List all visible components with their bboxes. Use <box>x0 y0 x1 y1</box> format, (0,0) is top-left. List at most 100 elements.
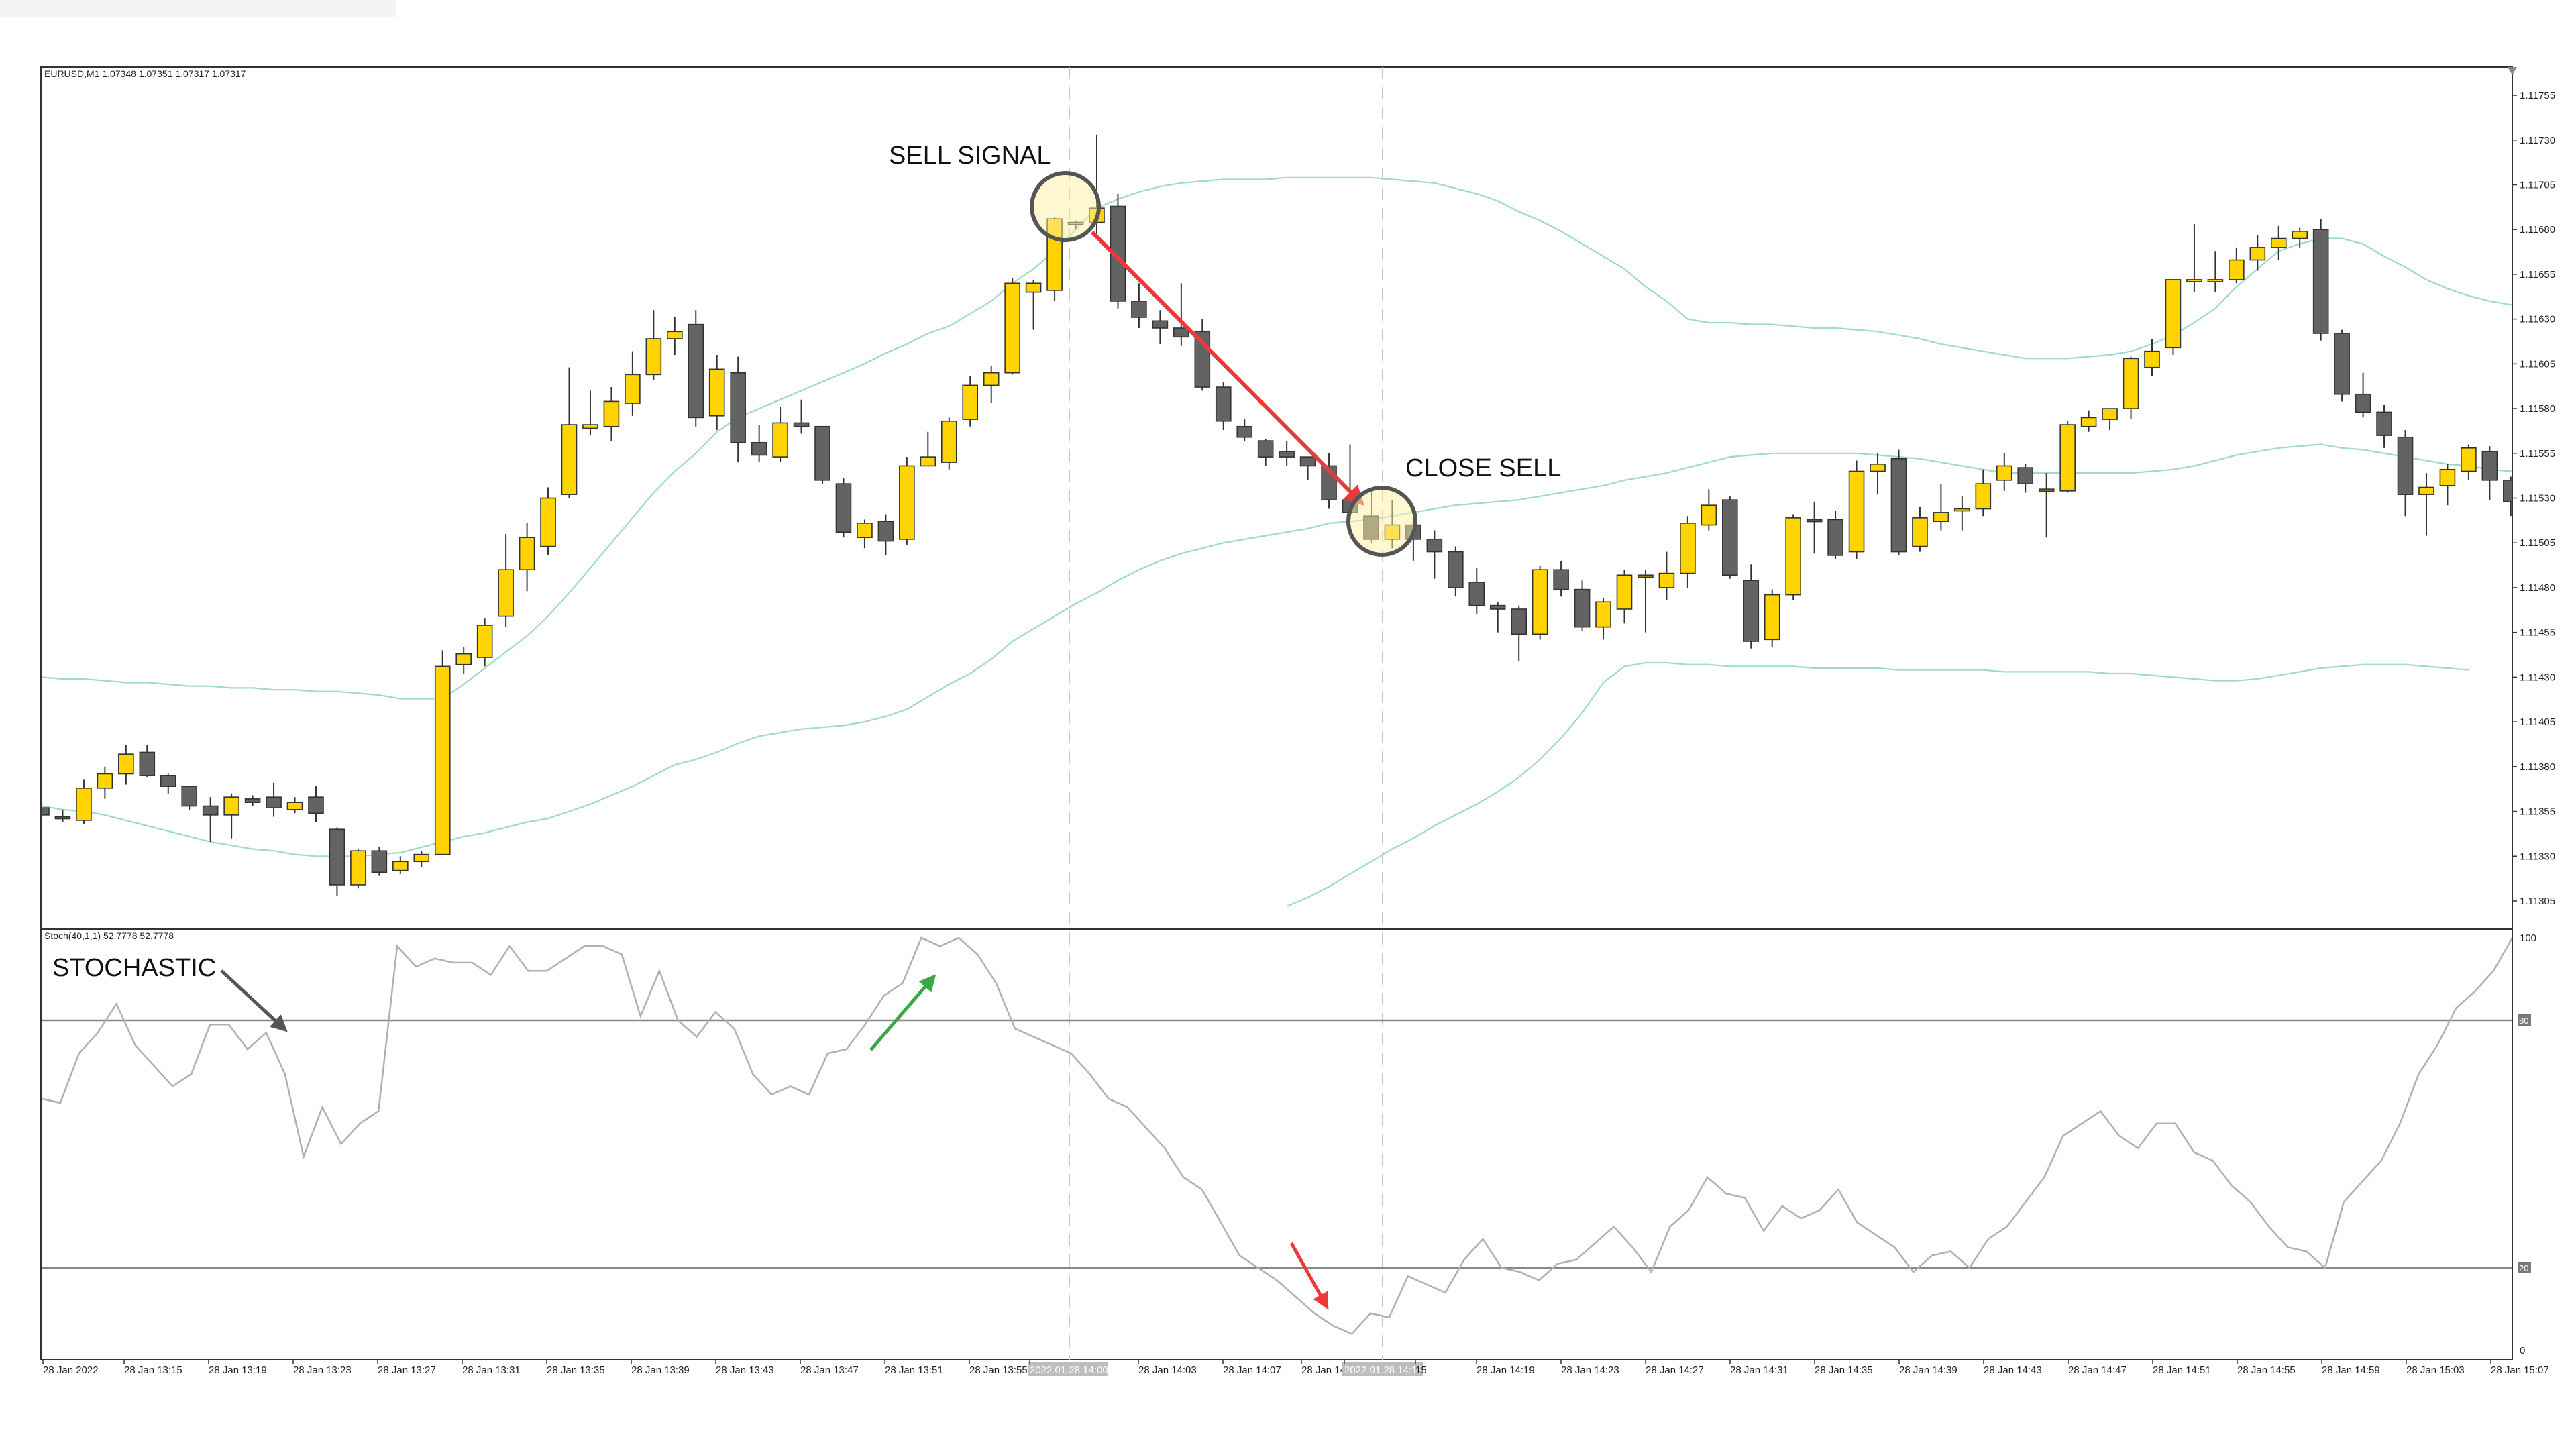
candle-body <box>1279 451 1295 458</box>
candle-body <box>223 796 239 816</box>
candle-body <box>625 374 641 404</box>
candle <box>1131 283 1147 328</box>
candle-body <box>1511 608 1527 635</box>
candle <box>645 310 662 380</box>
time-tick-label: 28 Jan 14:07 <box>1223 1364 1281 1376</box>
candle <box>561 367 578 498</box>
candle <box>751 425 767 463</box>
candle <box>2017 464 2034 493</box>
candle-body <box>54 816 71 820</box>
candle <box>1954 496 1970 531</box>
candle <box>1912 506 1928 552</box>
candle <box>793 399 810 434</box>
candle <box>2186 224 2202 292</box>
candle-body <box>1468 582 1485 606</box>
time-tick-label: 28 Jan 14:51 <box>2153 1364 2211 1376</box>
stoch-tick-label: 0 <box>2520 1345 2525 1356</box>
price-tick-label: 1.11505 <box>2520 537 2555 549</box>
candle <box>1553 560 1569 597</box>
time-tick-label: 28 Jan 14:55 <box>2237 1364 2296 1376</box>
stochastic-pane <box>42 936 2512 1335</box>
candle-body <box>1638 574 1654 578</box>
candle <box>2270 225 2287 260</box>
candle-body <box>1257 440 1274 458</box>
candle <box>1194 319 1211 391</box>
bollinger-bands <box>42 176 2512 908</box>
candle <box>857 519 873 549</box>
stoch-level-badge <box>2518 1014 2531 1026</box>
price-tick-label: 1.11730 <box>2520 135 2555 146</box>
candle <box>1616 570 1633 624</box>
candle-body <box>2503 480 2512 502</box>
band-lower-line <box>1286 661 2469 908</box>
time-tick-label: 28 Jan 14:19 <box>1477 1364 1535 1376</box>
time-tick-label: 28 Jan 15:07 <box>2491 1364 2549 1376</box>
candle <box>42 793 50 822</box>
price-tick-label: 1.11355 <box>2520 806 2555 818</box>
candle-body <box>244 798 261 803</box>
candle <box>1299 456 1316 480</box>
candle <box>2207 251 2224 292</box>
candle <box>540 487 556 555</box>
candle <box>329 827 345 896</box>
candle-body <box>76 788 92 821</box>
candle-body <box>688 323 704 419</box>
candle <box>2038 473 2055 538</box>
candle-body <box>2481 451 2498 481</box>
time-tick-label: 28 Jan 13:31 <box>462 1364 521 1376</box>
stoch-info: Stoch(40,1,1) 52.7778 52.7778 <box>44 930 174 941</box>
candle <box>962 376 979 427</box>
price-tick-label: 1.11530 <box>2520 493 2555 504</box>
candle-body <box>857 523 873 539</box>
time-tick-label: 2022.01.28 14:15 <box>1344 1364 1423 1376</box>
price-tick-label: 1.11605 <box>2520 358 2555 370</box>
candle <box>2312 219 2329 341</box>
candle-body <box>1025 282 1042 293</box>
candle-body <box>1680 523 1696 574</box>
candle-body <box>962 384 979 420</box>
candle <box>1511 605 1527 661</box>
candle <box>2165 279 2182 355</box>
candle-body <box>1532 569 1548 635</box>
candle-body <box>772 422 788 458</box>
candle-body <box>1152 320 1169 329</box>
candle <box>160 773 176 794</box>
candle <box>1025 279 1042 330</box>
candle <box>666 317 683 355</box>
candle-body <box>1785 517 1801 596</box>
candle-body <box>1658 572 1675 588</box>
candle-body <box>2080 417 2097 427</box>
candle-body <box>1954 508 1970 512</box>
candle <box>1426 530 1443 579</box>
candle <box>2144 338 2160 377</box>
candle-body <box>371 850 388 873</box>
candle <box>941 417 957 470</box>
candle <box>1764 589 1780 647</box>
stoch-axis: 100 80 20 0 <box>2518 932 2536 1356</box>
price-axis: 1.11755 1.11730 1.11705 1.11680 1.11655 1.116… <box>2512 90 2555 907</box>
candle-body <box>392 861 409 871</box>
time-tick-label: 28 Jan 13:51 <box>885 1364 943 1376</box>
candle <box>1595 598 1611 640</box>
main-pane-frame <box>40 66 2513 930</box>
candle-body <box>2144 350 2160 368</box>
time-tick-label: 28 Jan 13:39 <box>631 1364 690 1376</box>
candle <box>1257 439 1274 466</box>
candle-body <box>1110 205 1126 302</box>
time-tick-label: 28 Jan 13:55 <box>969 1364 1028 1376</box>
candle <box>1004 278 1020 375</box>
candle-body <box>286 802 303 810</box>
candle-body <box>1996 465 2012 481</box>
price-tick-label: 1.11305 <box>2520 896 2555 907</box>
candle-body <box>476 625 493 658</box>
chart-shift-marker-icon[interactable] <box>2508 67 2517 75</box>
candle <box>1933 484 1949 531</box>
time-tick-label: 15 <box>1415 1364 1427 1376</box>
sell-signal-marker <box>1030 171 1101 242</box>
candle-body <box>2334 333 2350 395</box>
candle-body <box>2312 229 2329 334</box>
price-tick-label: 1.11580 <box>2520 403 2555 415</box>
close-sell-label: CLOSE SELL <box>1405 454 1561 482</box>
time-tick-label: 28 Jan 14: <box>1301 1364 1348 1376</box>
